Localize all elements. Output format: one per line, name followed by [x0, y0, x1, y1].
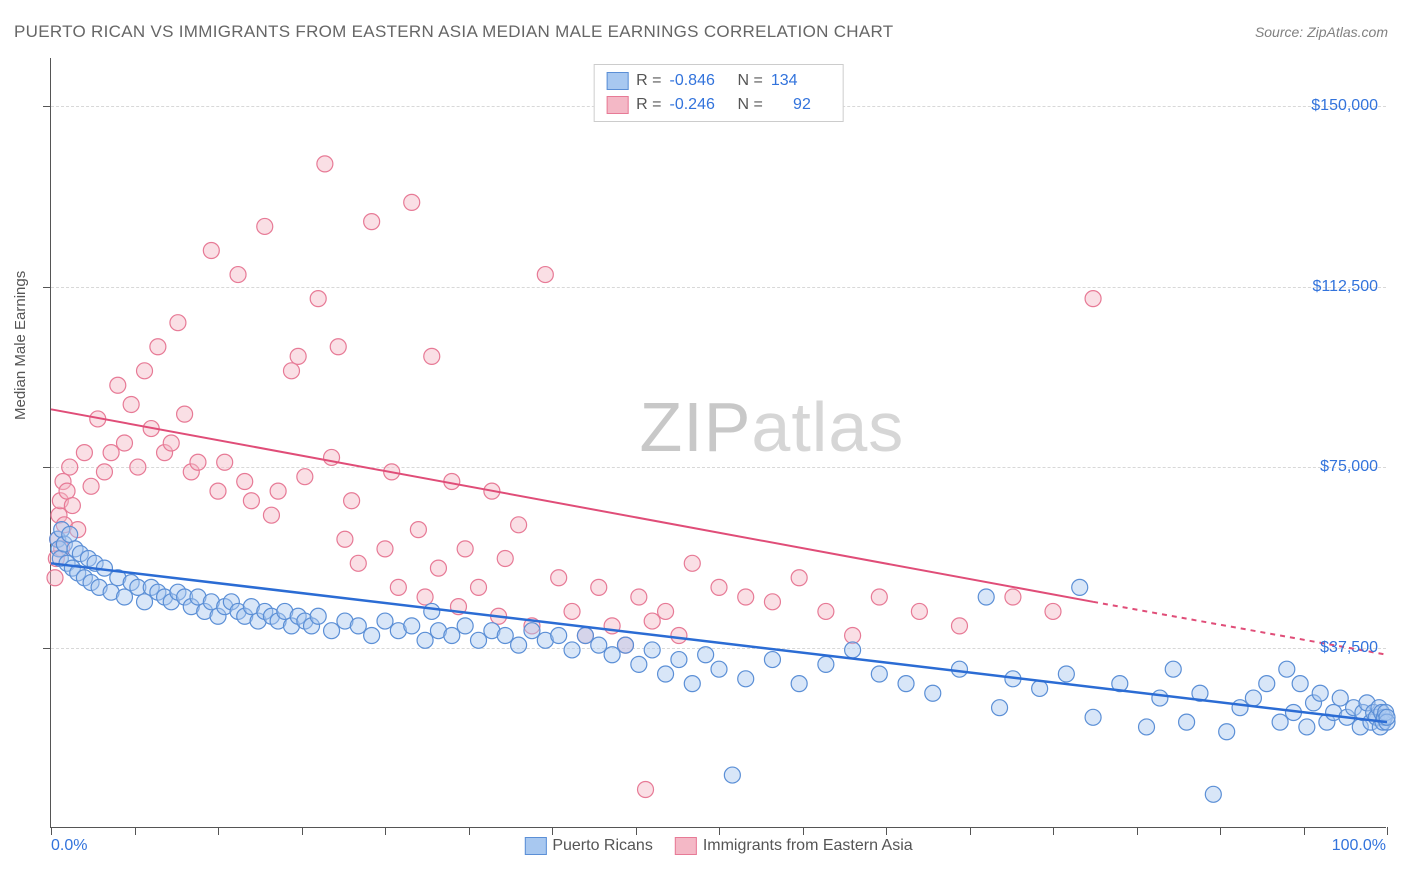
legend-item-series1: Puerto Ricans	[524, 837, 653, 855]
y-tick-label: $75,000	[1320, 458, 1378, 476]
source-attribution: Source: ZipAtlas.com	[1255, 24, 1388, 40]
plot-area: ZIPatlas R = -0.846 N = 134 R = -0.246 N…	[50, 58, 1386, 828]
stats-box: R = -0.846 N = 134 R = -0.246 N = 92	[593, 64, 844, 122]
stats-row-series2: R = -0.246 N = 92	[606, 93, 831, 117]
legend: Puerto Ricans Immigrants from Eastern As…	[524, 837, 912, 855]
y-tick-label: $150,000	[1311, 97, 1378, 115]
scatter-svg	[51, 58, 1386, 827]
legend-item-series2: Immigrants from Eastern Asia	[675, 837, 913, 855]
legend-label-series2: Immigrants from Eastern Asia	[703, 837, 913, 855]
chart-title: PUERTO RICAN VS IMMIGRANTS FROM EASTERN …	[14, 22, 893, 42]
swatch-series1	[606, 72, 628, 90]
stat-r-label: R =	[636, 93, 661, 117]
legend-label-series1: Puerto Ricans	[552, 837, 653, 855]
stat-r-label: R =	[636, 69, 661, 93]
stat-r2-value: -0.246	[670, 93, 730, 117]
x-tick-label-min: 0.0%	[51, 837, 87, 855]
stat-n-label: N =	[738, 93, 763, 117]
y-tick-label: $37,500	[1320, 639, 1378, 657]
legend-swatch-series1	[524, 837, 546, 855]
y-axis-label: Median Male Earnings	[12, 271, 29, 420]
legend-swatch-series2	[675, 837, 697, 855]
y-tick-label: $112,500	[1312, 278, 1378, 296]
stat-r1-value: -0.846	[670, 69, 730, 93]
swatch-series2	[606, 96, 628, 114]
stat-n2-value: 92	[771, 93, 811, 117]
x-tick-label-max: 100.0%	[1332, 837, 1386, 855]
stat-n1-value: 134	[771, 69, 831, 93]
stats-row-series1: R = -0.846 N = 134	[606, 69, 831, 93]
stat-n-label: N =	[738, 69, 763, 93]
